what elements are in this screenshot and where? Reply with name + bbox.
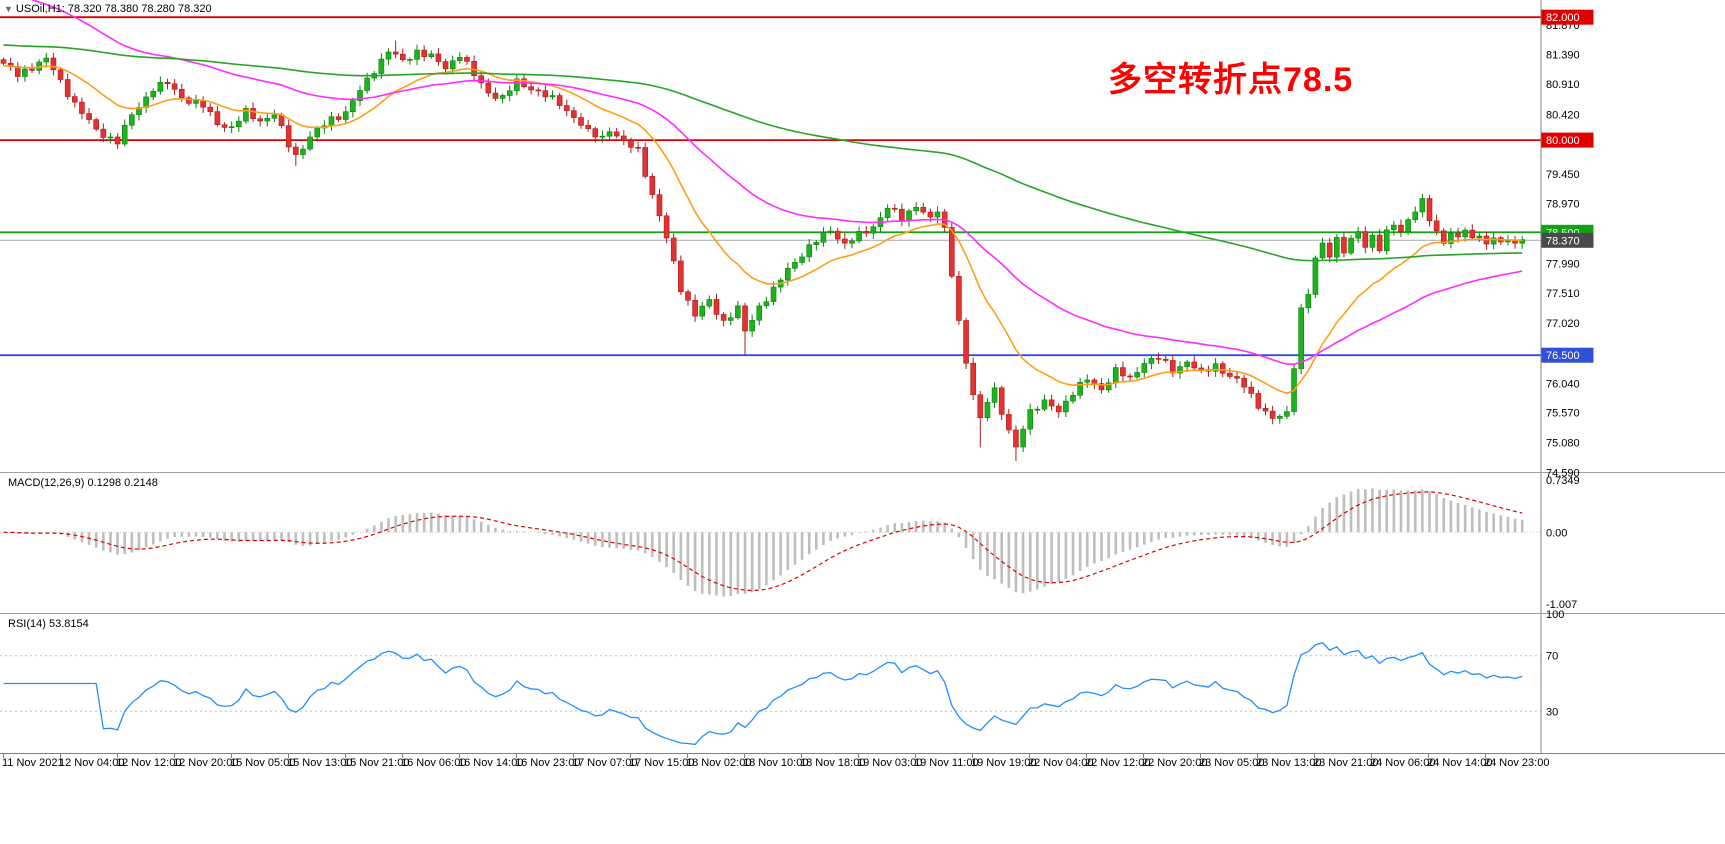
svg-text:24 Nov 06:00: 24 Nov 06:00 — [1370, 757, 1435, 769]
svg-text:70: 70 — [1546, 651, 1558, 663]
svg-text:18 Nov 18:00: 18 Nov 18:00 — [800, 757, 865, 769]
svg-text:77.990: 77.990 — [1546, 259, 1580, 271]
chart-annotation-text: 多空转折点78.5 — [1108, 61, 1354, 99]
svg-text:16 Nov 14:00: 16 Nov 14:00 — [458, 757, 523, 769]
svg-text:75.570: 75.570 — [1546, 407, 1580, 419]
svg-text:80.910: 80.910 — [1546, 79, 1580, 91]
svg-text:77.020: 77.020 — [1546, 318, 1580, 330]
svg-text:16 Nov 06:00: 16 Nov 06:00 — [401, 757, 466, 769]
svg-text:18 Nov 10:00: 18 Nov 10:00 — [743, 757, 808, 769]
svg-text:76.500: 76.500 — [1546, 350, 1580, 362]
svg-text:11 Nov 2021: 11 Nov 2021 — [2, 757, 64, 769]
svg-text:23 Nov 05:00: 23 Nov 05:00 — [1199, 757, 1264, 769]
svg-text:15 Nov 21:00: 15 Nov 21:00 — [344, 757, 409, 769]
svg-text:19 Nov 03:00: 19 Nov 03:00 — [857, 757, 922, 769]
svg-text:17 Nov 07:00: 17 Nov 07:00 — [572, 757, 637, 769]
svg-text:22 Nov 04:00: 22 Nov 04:00 — [1028, 757, 1093, 769]
svg-text:19 Nov 19:00: 19 Nov 19:00 — [971, 757, 1036, 769]
svg-text:12 Nov 04:00: 12 Nov 04:00 — [59, 757, 124, 769]
svg-text:80.420: 80.420 — [1546, 109, 1580, 121]
svg-text:78.970: 78.970 — [1546, 198, 1580, 210]
svg-text:24 Nov 14:00: 24 Nov 14:00 — [1427, 757, 1492, 769]
symbol-info[interactable]: ▼ USOil,H1: 78.320 78.380 78.280 78.320 — [4, 3, 212, 15]
svg-text:22 Nov 20:00: 22 Nov 20:00 — [1142, 757, 1207, 769]
rsi-panel — [0, 641, 1541, 746]
svg-text:81.390: 81.390 — [1546, 50, 1580, 62]
svg-text:17 Nov 15:00: 17 Nov 15:00 — [629, 757, 694, 769]
svg-text:24 Nov 23:00: 24 Nov 23:00 — [1484, 757, 1549, 769]
svg-text:76.040: 76.040 — [1546, 378, 1580, 390]
moving-averages-layer — [3, 0, 1523, 395]
svg-text:80.000: 80.000 — [1546, 135, 1580, 147]
svg-text:-1.007: -1.007 — [1546, 599, 1577, 611]
symbol-ohlc-text: USOil,H1: 78.320 78.380 78.280 78.320 — [15, 3, 212, 15]
rsi-indicator-label: RSI(14) 53.8154 — [8, 618, 89, 630]
svg-text:79.450: 79.450 — [1546, 169, 1580, 181]
svg-text:23 Nov 21:00: 23 Nov 21:00 — [1313, 757, 1378, 769]
svg-text:75.080: 75.080 — [1546, 437, 1580, 449]
axes-layer: 81.87081.39080.91080.42079.45078.97077.9… — [0, 0, 1725, 769]
svg-text:12 Nov 20:00: 12 Nov 20:00 — [173, 757, 238, 769]
svg-text:19 Nov 11:00: 19 Nov 11:00 — [914, 757, 979, 769]
svg-text:0.00: 0.00 — [1546, 527, 1567, 539]
svg-text:16 Nov 23:00: 16 Nov 23:00 — [515, 757, 580, 769]
svg-text:23 Nov 13:00: 23 Nov 13:00 — [1256, 757, 1321, 769]
candles-layer — [0, 40, 1525, 461]
svg-text:77.510: 77.510 — [1546, 288, 1580, 300]
svg-text:78.370: 78.370 — [1546, 235, 1580, 247]
svg-text:74.590: 74.590 — [1546, 468, 1580, 480]
symbol-dropdown-icon[interactable]: ▼ — [4, 4, 13, 14]
svg-text:82.000: 82.000 — [1546, 12, 1580, 24]
macd-indicator-label: MACD(12,26,9) 0.1298 0.2148 — [8, 477, 158, 489]
svg-text:30: 30 — [1546, 706, 1558, 718]
svg-text:15 Nov 05:00: 15 Nov 05:00 — [230, 757, 295, 769]
svg-text:0.7349: 0.7349 — [1546, 475, 1580, 487]
macd-panel — [0, 488, 1541, 597]
svg-text:12 Nov 12:00: 12 Nov 12:00 — [116, 757, 181, 769]
horizontal-levels-layer — [0, 16, 1541, 357]
svg-text:15 Nov 13:00: 15 Nov 13:00 — [287, 757, 352, 769]
svg-text:18 Nov 02:00: 18 Nov 02:00 — [686, 757, 751, 769]
svg-text:100: 100 — [1546, 609, 1564, 621]
svg-text:22 Nov 12:00: 22 Nov 12:00 — [1085, 757, 1150, 769]
